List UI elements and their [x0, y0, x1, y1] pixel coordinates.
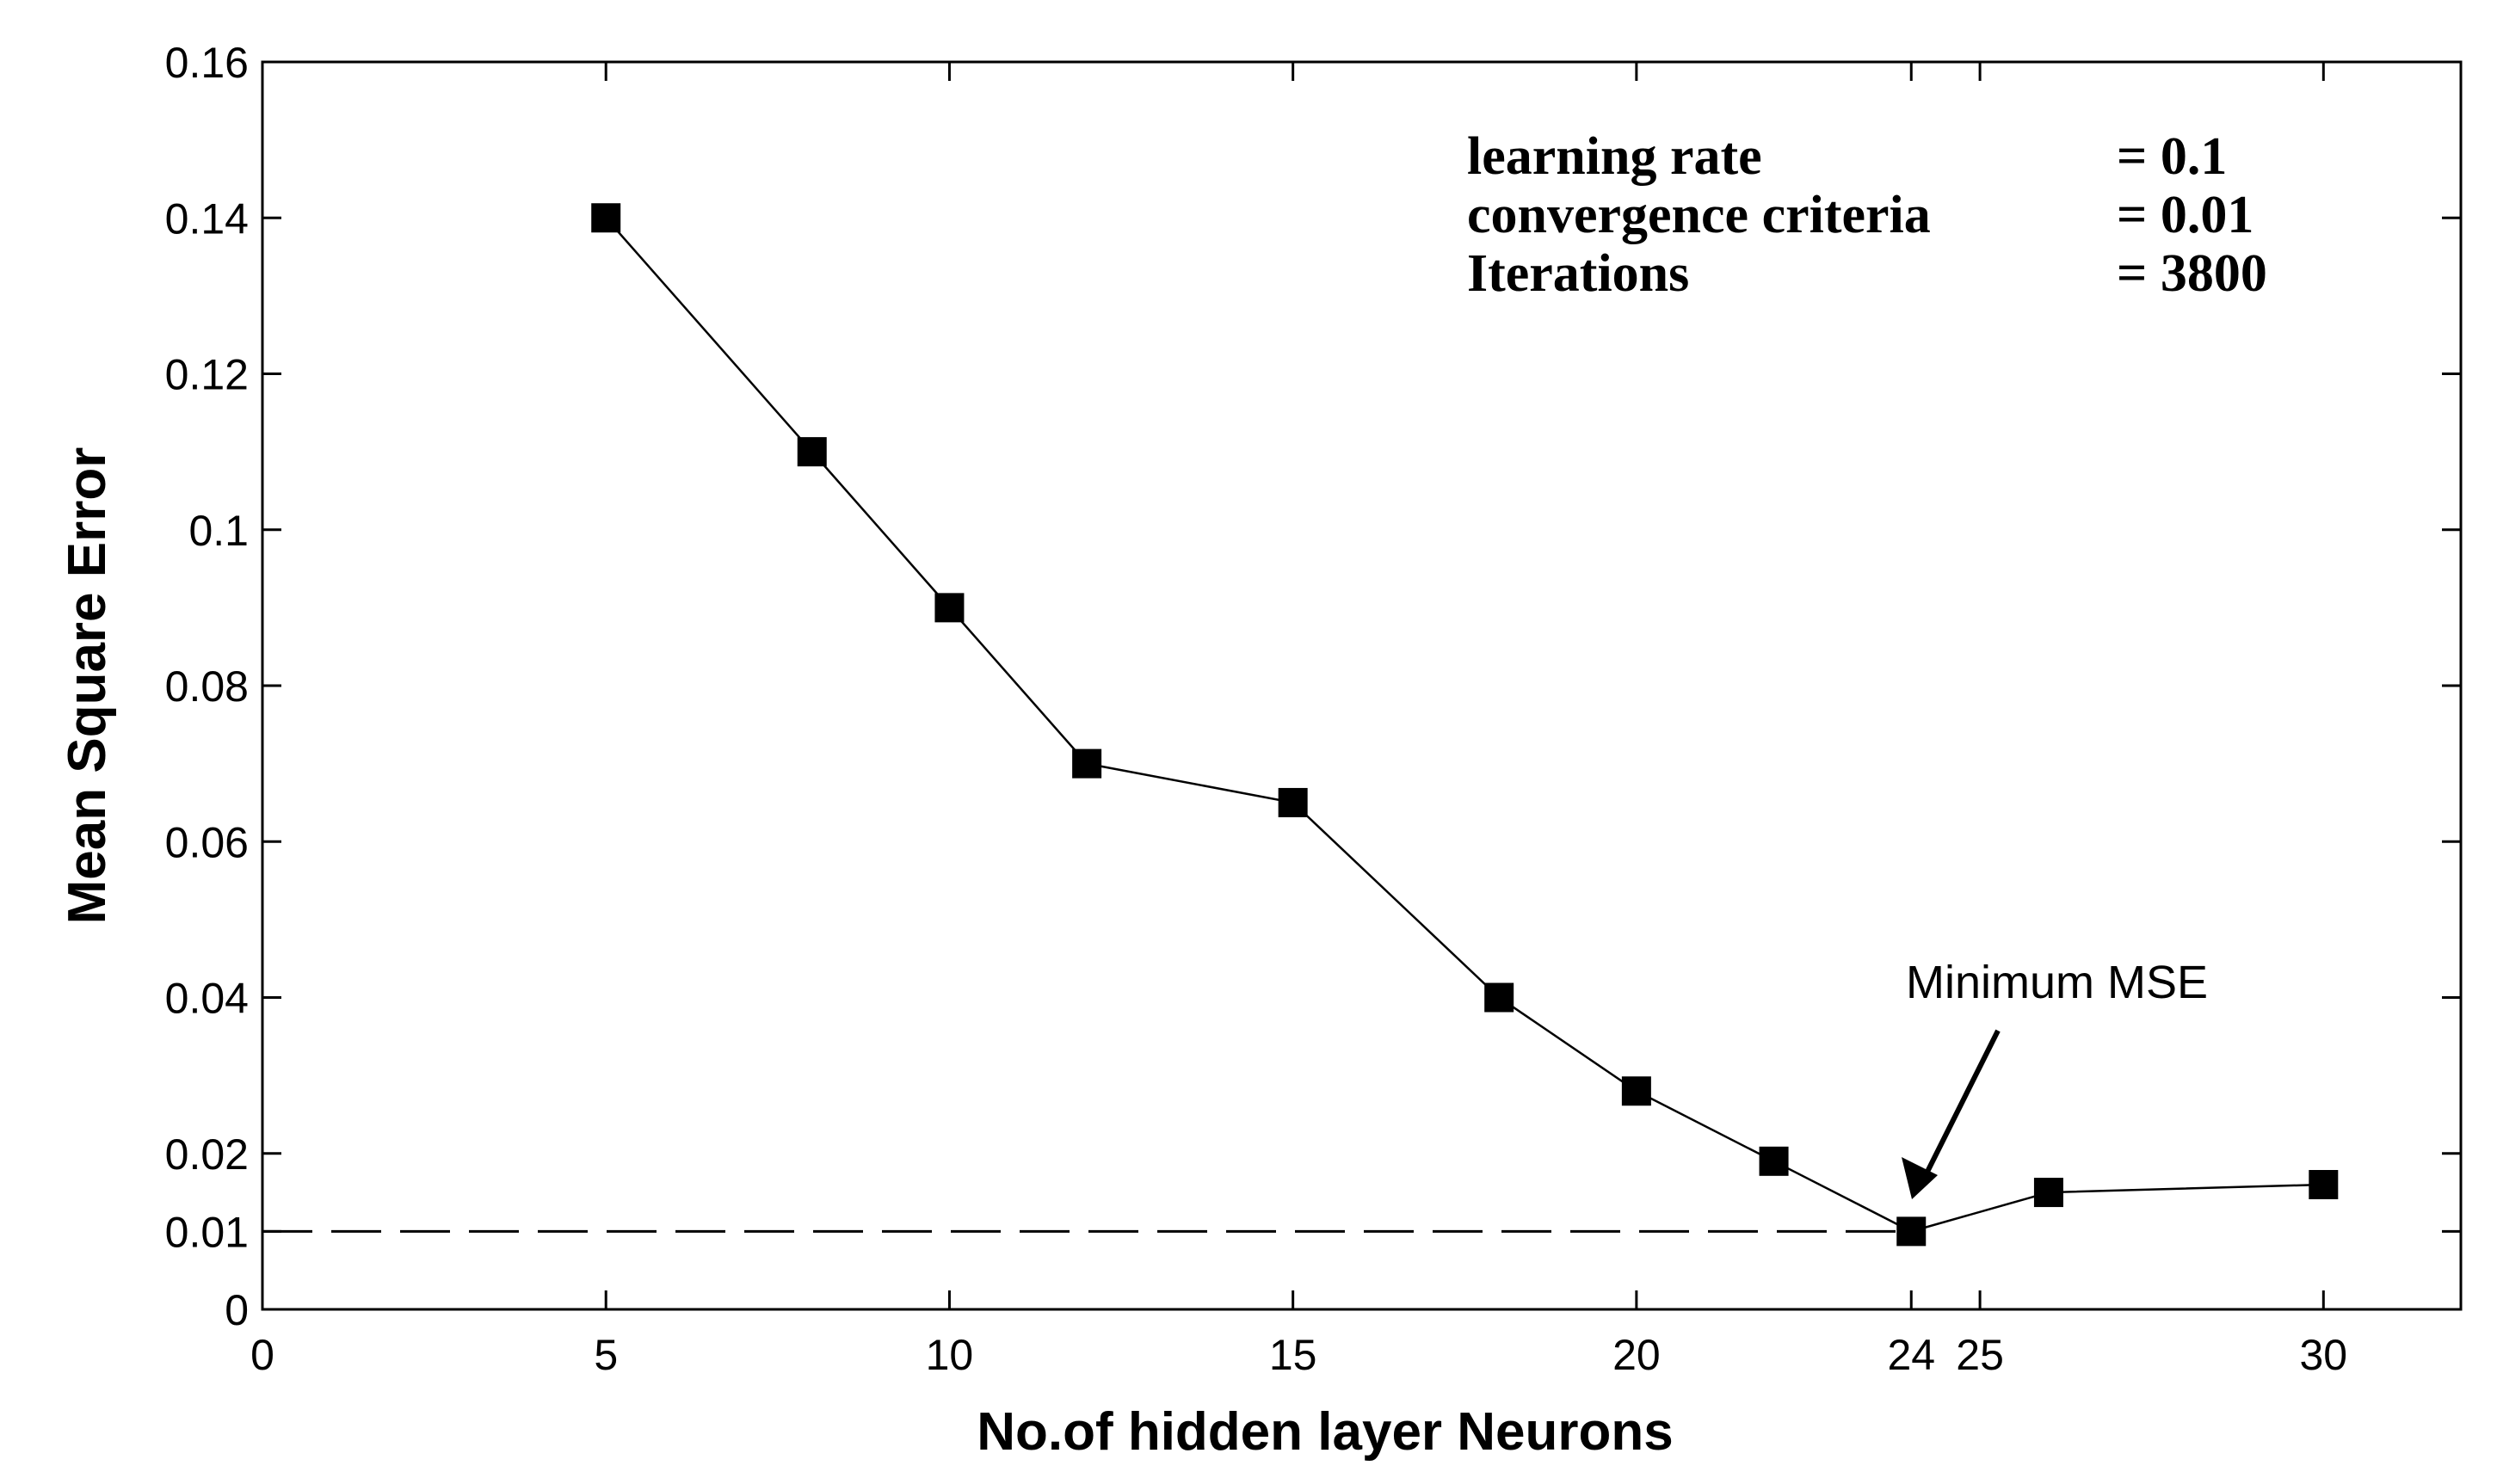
x-tick-label: 5 [594, 1331, 618, 1379]
y-tick-label: 0.02 [165, 1130, 249, 1179]
x-tick-label: 25 [1956, 1331, 2004, 1379]
param-label-iterations: Iterations [1467, 244, 1689, 303]
data-point-marker [1621, 1076, 1651, 1106]
data-point-marker [934, 593, 965, 623]
data-point-marker [797, 437, 827, 467]
param-value-convergence-criteria: = 0.01 [2117, 186, 2253, 244]
parameters-annotation: learning rate = 0.1 convergence criteria… [1467, 127, 2267, 303]
x-tick-label: 20 [1612, 1331, 1661, 1379]
minimum-mse-label: Minimum MSE [1906, 957, 2208, 1008]
x-tick-label: 0 [250, 1331, 274, 1379]
data-point-marker [1484, 982, 1514, 1013]
y-tick-label: 0.1 [188, 507, 249, 555]
data-point-marker [2309, 1170, 2339, 1199]
data-point-marker [1759, 1146, 1789, 1176]
data-point-marker [1278, 787, 1308, 817]
data-point-marker [1896, 1216, 1927, 1247]
x-tick-label: 10 [926, 1331, 974, 1379]
x-tick-label: 30 [2300, 1331, 2348, 1379]
y-tick-label: 0.16 [165, 39, 249, 87]
y-tick-label: 0 [225, 1286, 249, 1334]
minimum-mse-arrow [1918, 1029, 2001, 1187]
y-tick-label: 0.06 [165, 818, 249, 866]
minimum-mse-callout: Minimum MSE [1902, 957, 2208, 1199]
param-value-learning-rate: = 0.1 [2117, 127, 2227, 186]
y-tick-label: 0.08 [165, 662, 249, 711]
y-tick-label: 0.01 [165, 1208, 249, 1256]
y-tick-label: 0.04 [165, 975, 249, 1023]
y-tick-label: 0.14 [165, 194, 249, 243]
y-axis-title: Mean Square Error [58, 447, 117, 925]
x-tick-label: 24 [1887, 1331, 1935, 1379]
data-point-marker [2033, 1178, 2063, 1208]
param-label-convergence-criteria: convergence criteria [1467, 186, 1931, 244]
y-tick-label: 0.12 [165, 351, 249, 399]
param-label-learning-rate: learning rate [1467, 127, 1762, 186]
data-point-marker [1072, 748, 1102, 779]
x-tick-label: 15 [1269, 1331, 1317, 1379]
marker-layer [591, 203, 2339, 1247]
minimum-mse-arrowhead [1902, 1157, 1938, 1199]
axis-tick-labels: 0 5 10 15 20 24 25 30 0 0.01 0.02 0.04 0.06 0.08 0.1 0.… [165, 39, 2347, 1379]
param-value-iterations: = 3800 [2117, 244, 2267, 303]
x-axis-title: No.of hidden layer Neurons [977, 1402, 1674, 1462]
data-point-marker [591, 203, 621, 233]
